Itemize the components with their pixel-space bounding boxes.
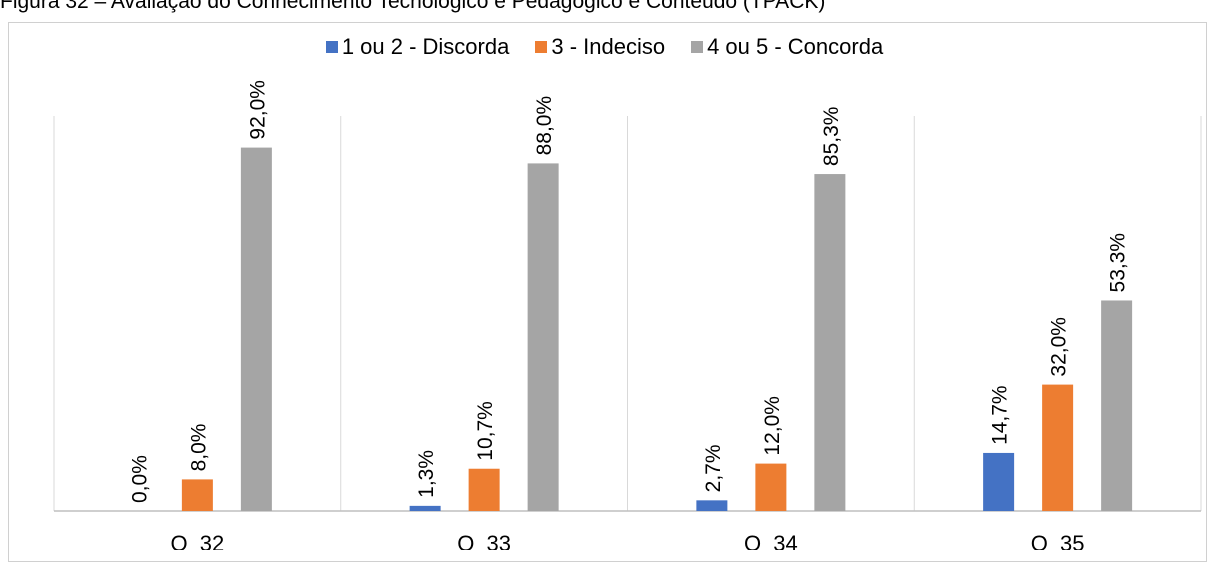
- bar-q_32-series-2: [182, 479, 213, 511]
- x-tick-label: Q_35: [1031, 531, 1085, 550]
- bar-q_32-series-3: [241, 148, 272, 511]
- x-tick-label: Q_33: [457, 531, 511, 550]
- data-label: 10,7%: [474, 401, 497, 461]
- bar-q_35-series-2: [1042, 385, 1073, 511]
- data-label: 32,0%: [1048, 317, 1071, 377]
- bar-q_34-series-2: [755, 464, 786, 511]
- data-label: 0,0%: [128, 455, 151, 503]
- data-label: 8,0%: [187, 424, 210, 472]
- data-label: 92,0%: [246, 80, 269, 140]
- data-label: 2,7%: [702, 444, 725, 492]
- bar-q_33-series-1: [410, 506, 441, 511]
- bar-q_34-series-3: [814, 174, 845, 511]
- data-label: 88,0%: [533, 96, 556, 156]
- bar-q_35-series-1: [983, 453, 1014, 511]
- data-label: 12,0%: [761, 396, 784, 456]
- data-label: 1,3%: [415, 450, 438, 498]
- x-tick-label: Q_32: [170, 531, 224, 550]
- bar-chart: 0,0% 8,0% 92,0% Q_32 1,3% 10,7% 88,0% Q_33 2,7% 1…: [0, 0, 1209, 550]
- data-label: 14,7%: [989, 385, 1012, 445]
- bar-q_34-series-1: [696, 500, 727, 511]
- data-label: 85,3%: [820, 107, 843, 167]
- data-label: 53,3%: [1107, 233, 1130, 293]
- bar-q_33-series-2: [469, 469, 500, 511]
- x-tick-label: Q_34: [744, 531, 798, 550]
- bar-q_35-series-3: [1101, 300, 1132, 511]
- bar-q_33-series-3: [528, 163, 559, 511]
